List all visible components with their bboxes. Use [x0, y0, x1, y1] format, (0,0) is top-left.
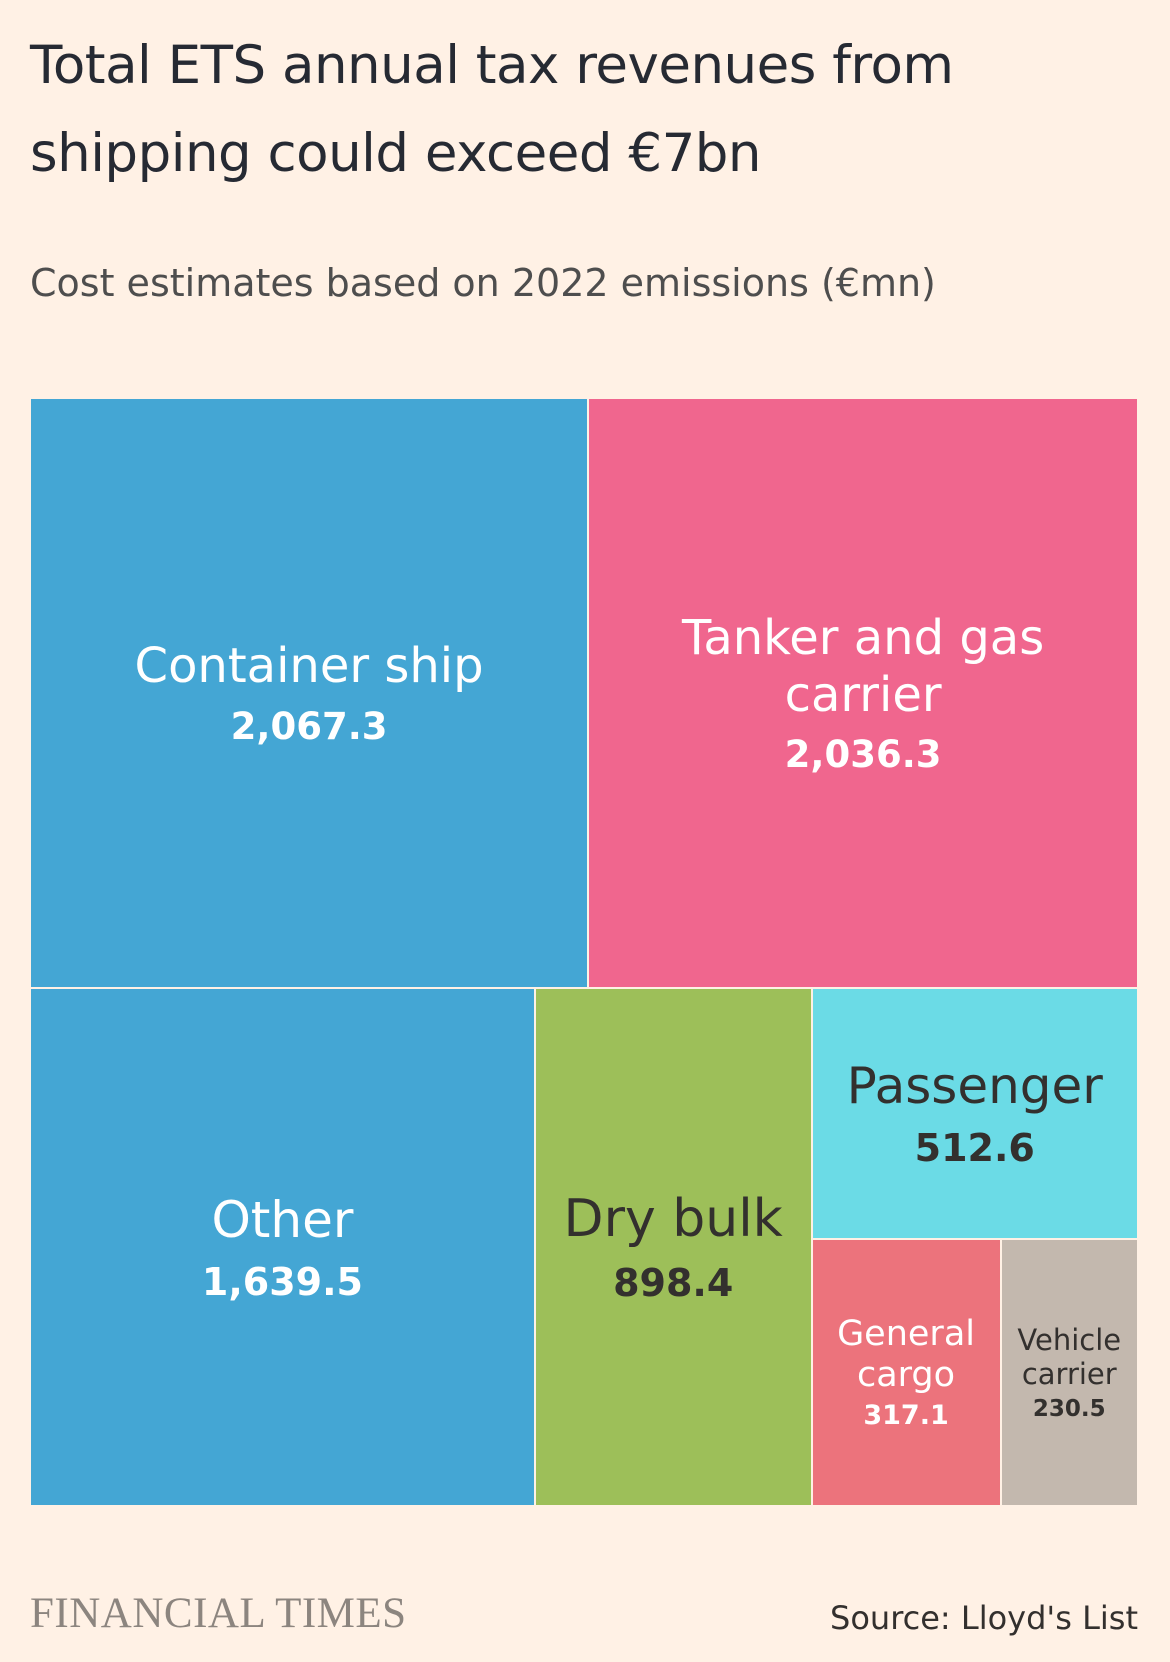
chart-title: Total ETS annual tax revenues from shipp… — [30, 35, 954, 184]
treemap-tile-tanker-and-gas-carrier: Tanker and gas carrier 2,036.3 — [588, 398, 1138, 989]
tile-name-other: Other — [211, 1190, 354, 1249]
tile-value-tanker-and-gas-carrier: 2,036.3 — [784, 733, 942, 777]
tile-value-other: 1,639.5 — [201, 1259, 363, 1304]
treemap-tile-other: Other 1,639.5 — [30, 988, 535, 1506]
tile-labels: General cargo 317.1 — [819, 1240, 994, 1505]
treemap-tile-dry-bulk: Dry bulk 898.4 — [534, 988, 812, 1506]
tile-name-container-ship: Container ship — [134, 638, 484, 695]
tile-labels: Dry bulk 898.4 — [542, 989, 805, 1505]
tile-name-passenger: Passenger — [846, 1056, 1103, 1115]
tile-labels: Tanker and gas carrier 2,036.3 — [595, 399, 1131, 987]
tile-name-vehicle-carrier: Vehicle carrier — [1017, 1323, 1122, 1392]
tile-value-dry-bulk: 898.4 — [613, 1260, 734, 1305]
source-note: Source: Lloyd's List — [830, 1599, 1138, 1637]
treemap-tile-vehicle-carrier: Vehicle carrier 230.5 — [1000, 1238, 1138, 1506]
treemap: Container ship 2,067.3 Tanker and gas carri… — [30, 398, 1138, 1506]
tile-name-tanker-and-gas-carrier: Tanker and gas carrier — [681, 610, 1045, 723]
treemap-tile-general-cargo: General cargo 317.1 — [811, 1238, 1001, 1506]
tile-labels: Other 1,639.5 — [37, 989, 528, 1505]
tile-name-general-cargo: General cargo — [837, 1313, 975, 1395]
tile-name-dry-bulk: Dry bulk — [563, 1189, 783, 1250]
tile-value-vehicle-carrier: 230.5 — [1032, 1395, 1106, 1422]
chart-subtitle: Cost estimates based on 2022 emissions (… — [30, 261, 936, 305]
tile-value-general-cargo: 317.1 — [863, 1400, 949, 1432]
ft-logo: FINANCIAL TIMES — [30, 1590, 407, 1637]
tile-labels: Vehicle carrier 230.5 — [1008, 1240, 1131, 1505]
tile-value-container-ship: 2,067.3 — [230, 705, 388, 748]
treemap-tile-passenger: Passenger 512.6 — [811, 988, 1138, 1239]
tile-labels: Passenger 512.6 — [819, 989, 1131, 1237]
tile-labels: Container ship 2,067.3 — [37, 399, 581, 987]
tile-value-passenger: 512.6 — [914, 1125, 1035, 1170]
treemap-tile-container-ship: Container ship 2,067.3 — [30, 398, 589, 989]
